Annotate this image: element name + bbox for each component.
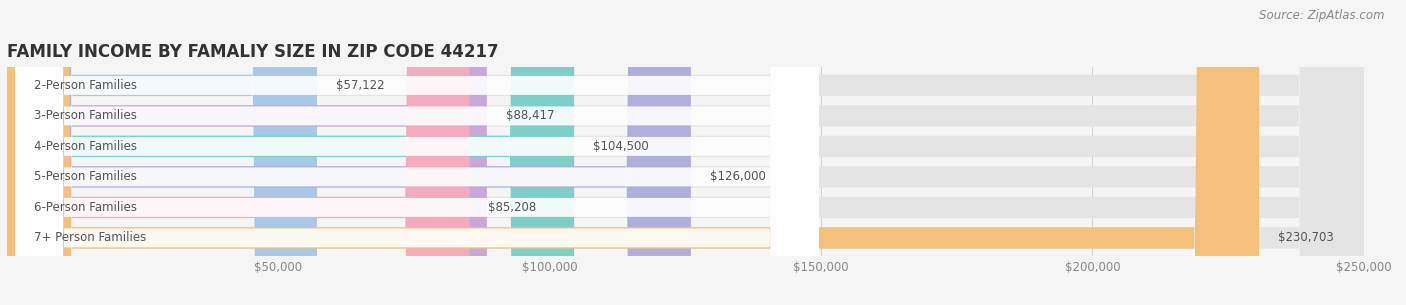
FancyBboxPatch shape xyxy=(15,0,818,305)
FancyBboxPatch shape xyxy=(7,0,1364,305)
Text: $230,703: $230,703 xyxy=(1278,231,1334,244)
FancyBboxPatch shape xyxy=(7,0,470,305)
Text: 5-Person Families: 5-Person Families xyxy=(34,170,136,183)
FancyBboxPatch shape xyxy=(7,0,1364,305)
Text: 3-Person Families: 3-Person Families xyxy=(34,109,136,122)
FancyBboxPatch shape xyxy=(15,0,818,305)
FancyBboxPatch shape xyxy=(7,0,1364,305)
Text: 6-Person Families: 6-Person Families xyxy=(34,201,138,214)
Text: $57,122: $57,122 xyxy=(336,79,385,92)
Text: 2-Person Families: 2-Person Families xyxy=(34,79,138,92)
Text: 7+ Person Families: 7+ Person Families xyxy=(34,231,146,244)
FancyBboxPatch shape xyxy=(7,0,1364,305)
FancyBboxPatch shape xyxy=(7,0,574,305)
FancyBboxPatch shape xyxy=(15,0,818,305)
Text: $126,000: $126,000 xyxy=(710,170,766,183)
FancyBboxPatch shape xyxy=(7,0,690,305)
FancyBboxPatch shape xyxy=(15,0,818,305)
Text: $85,208: $85,208 xyxy=(488,201,537,214)
Text: $88,417: $88,417 xyxy=(506,109,554,122)
FancyBboxPatch shape xyxy=(7,0,1364,305)
FancyBboxPatch shape xyxy=(7,0,486,305)
Text: Source: ZipAtlas.com: Source: ZipAtlas.com xyxy=(1260,9,1385,22)
Text: 4-Person Families: 4-Person Families xyxy=(34,140,138,153)
FancyBboxPatch shape xyxy=(15,0,818,305)
Text: $104,500: $104,500 xyxy=(593,140,650,153)
FancyBboxPatch shape xyxy=(15,0,818,305)
FancyBboxPatch shape xyxy=(7,0,1260,305)
FancyBboxPatch shape xyxy=(7,0,316,305)
Text: FAMILY INCOME BY FAMALIY SIZE IN ZIP CODE 44217: FAMILY INCOME BY FAMALIY SIZE IN ZIP COD… xyxy=(7,42,499,60)
FancyBboxPatch shape xyxy=(7,0,1364,305)
